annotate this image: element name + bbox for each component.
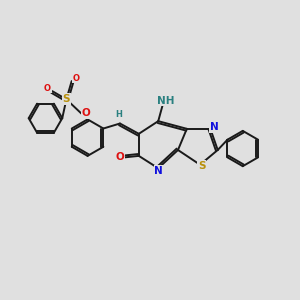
Text: O: O xyxy=(44,84,51,93)
Text: N: N xyxy=(154,166,163,176)
Text: N: N xyxy=(209,122,218,132)
Text: S: S xyxy=(198,161,205,171)
Text: O: O xyxy=(116,152,124,162)
Text: S: S xyxy=(63,94,70,104)
Text: O: O xyxy=(82,108,91,118)
Text: H: H xyxy=(115,110,122,118)
Text: O: O xyxy=(72,74,79,83)
Text: NH: NH xyxy=(158,95,175,106)
